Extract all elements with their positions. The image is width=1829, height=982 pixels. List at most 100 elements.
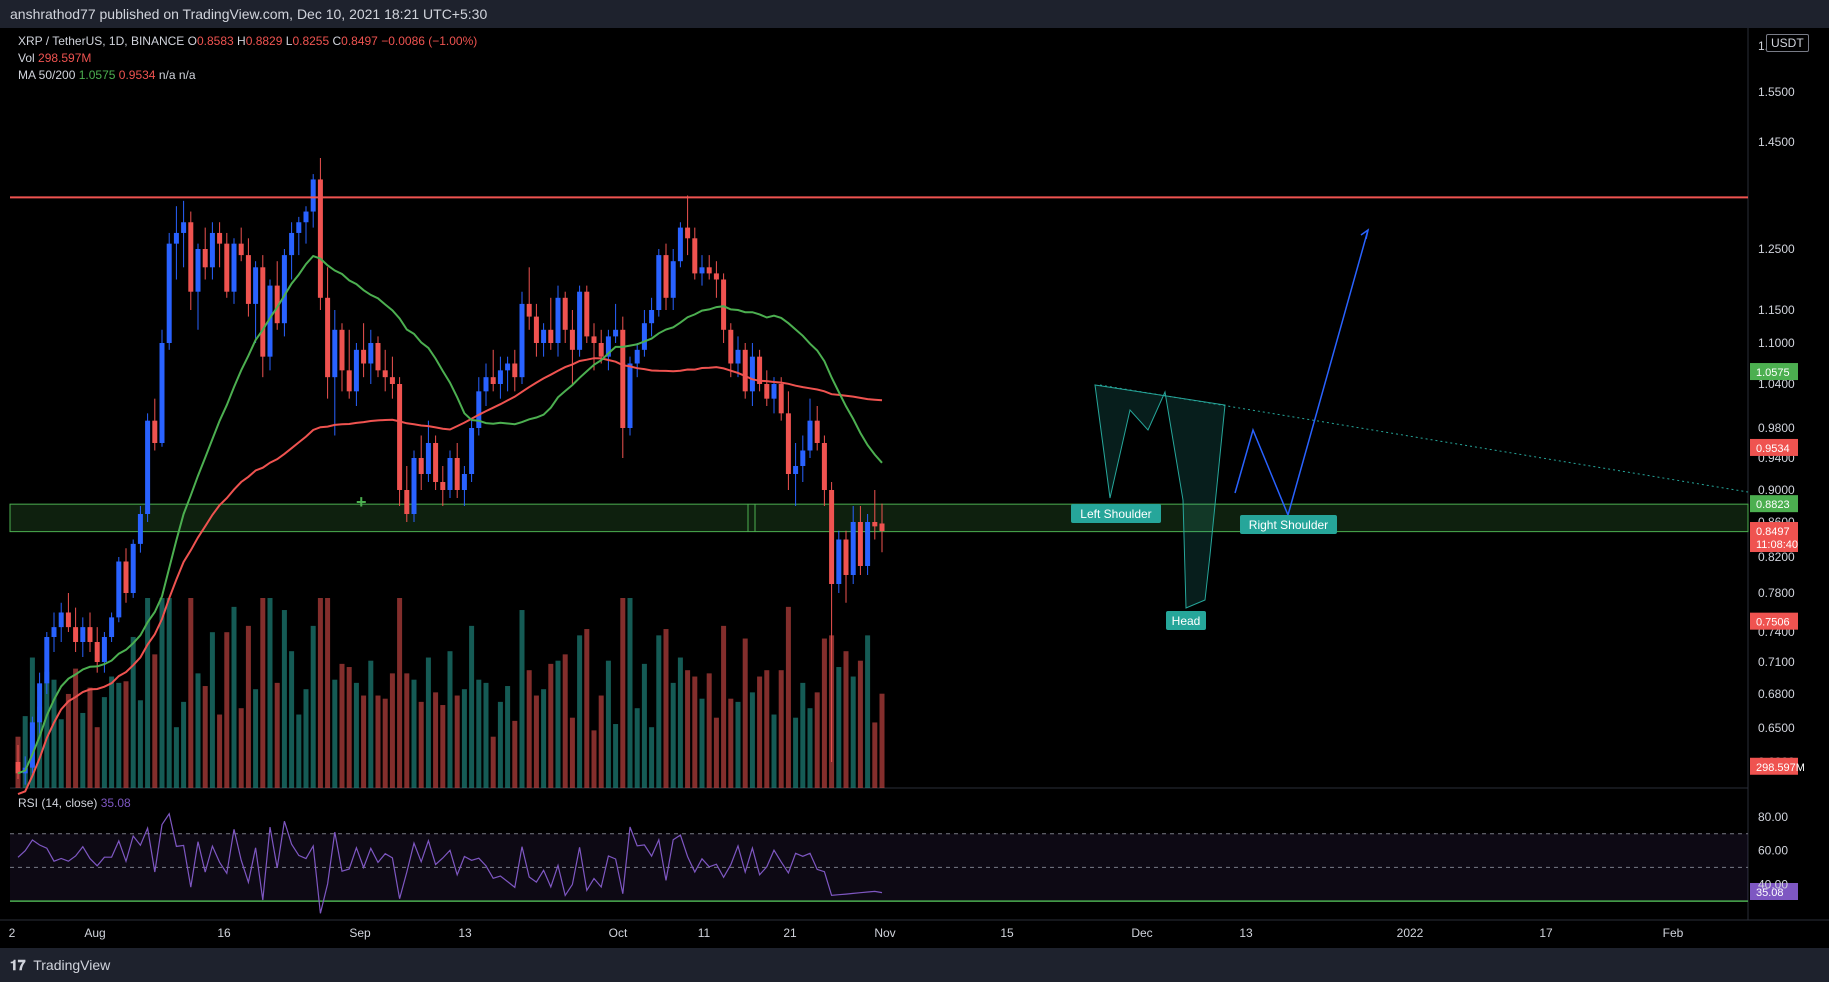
volume-bar [173,727,179,788]
volume-bar [361,695,367,788]
candle-body [29,722,35,768]
time-tick-label: 13 [458,926,472,940]
price-tick-label: 1.1500 [1758,303,1795,317]
volume-bar [224,632,230,788]
rsi-legend: RSI (14, close) 35.08 [18,796,131,810]
candle-body [123,561,129,593]
candle-body [411,458,417,514]
price-badge [1750,883,1798,900]
candle-body [505,363,511,371]
volume-bar [332,679,338,788]
ma200-value: 0.9534 [118,68,156,82]
volume-bar [749,692,755,788]
candle-body [562,297,568,330]
candle-body [497,370,503,384]
candle-body [389,377,395,384]
volume-bar [577,635,583,788]
tradingview-logo-icon[interactable]: 𝟏𝟕 [10,957,26,973]
candle-body [836,539,842,584]
candle-body [289,232,295,256]
candle-body [713,273,719,280]
volume-bar [598,695,604,788]
volume-bar [735,701,741,788]
volume-bar [73,668,79,788]
volume-bar [267,598,273,788]
candle-body [778,384,784,414]
volume-bar [217,714,223,788]
candle-body [584,291,590,337]
candle-body [541,329,547,343]
ma-label[interactable]: MA 50/200 [18,68,76,82]
candle-body [454,458,460,490]
volume-bar [274,682,280,788]
price-tick-label: 1.1000 [1758,336,1795,350]
volume-bar [231,606,237,788]
chart-background [0,28,1829,948]
candle-body [490,377,496,384]
candle-body [728,329,734,364]
candle-body [800,450,806,466]
candle-body [73,627,79,642]
ma-na-1: n/a [158,68,176,82]
volume-bar [490,736,496,788]
candle-body [404,490,410,514]
candle-body [37,683,43,723]
candle-body [181,222,187,233]
candle-body [598,343,604,357]
volume-bar [476,679,482,788]
candle-body [577,291,583,350]
candle-body [670,261,676,298]
volume-bar [296,714,302,788]
time-tick-label: Nov [874,926,895,940]
volume-bar [368,660,374,788]
rsi-tick-label: 60.00 [1758,844,1788,858]
candle-body [440,482,446,490]
volume-bar [584,629,590,788]
price-badge-label: 0.8823 [1756,499,1790,511]
candle-body [224,243,230,292]
candle-body [699,267,705,274]
golden-cross-marker: + [356,492,367,512]
candle-body [382,370,388,378]
candle-body [94,642,100,662]
rsi-band [10,833,1748,902]
candle-body [65,612,71,628]
symbol-name[interactable]: XRP / TetherUS, 1D, BINANCE [18,34,185,48]
volume-bar [706,673,712,788]
volume-bar [591,730,597,788]
candle-body [195,249,201,292]
volume-bar [152,654,158,788]
candle-body [764,384,770,399]
volume-bar [238,708,244,788]
ohlc-row: XRP / TetherUS, 1D, BINANCE O0.8583 H0.8… [18,33,477,50]
volume-bar [562,654,568,788]
candle-body [620,329,626,428]
volume-bar [613,724,619,788]
candle-body [101,637,107,662]
volume-bar [253,689,259,788]
currency-button[interactable]: USDT [1766,34,1809,52]
volume-bar [663,629,669,788]
time-tick-label: 21 [783,926,797,940]
candle-body [303,211,309,223]
candle-body [548,329,554,343]
rsi-label[interactable]: RSI (14, close) [18,796,98,810]
candle-body [346,370,352,392]
candle-body [87,627,93,642]
footer-brand[interactable]: TradingView [33,957,111,973]
volume-bar [166,598,172,788]
price-tick-label: 0.7800 [1758,586,1795,600]
volume-bar [260,598,266,788]
volume-bar [778,670,784,788]
price-badge-label: 35.08 [1756,887,1784,899]
candle-body [137,514,143,544]
candle-body [685,227,691,239]
volume-bar [850,676,856,788]
price-badge-sublabel: 11:08:40 [1756,539,1798,551]
candle-body [317,179,323,298]
candle-body [368,343,374,364]
price-badge [1750,612,1798,630]
volume-label[interactable]: Vol [18,51,35,65]
volume-bar [58,719,64,788]
